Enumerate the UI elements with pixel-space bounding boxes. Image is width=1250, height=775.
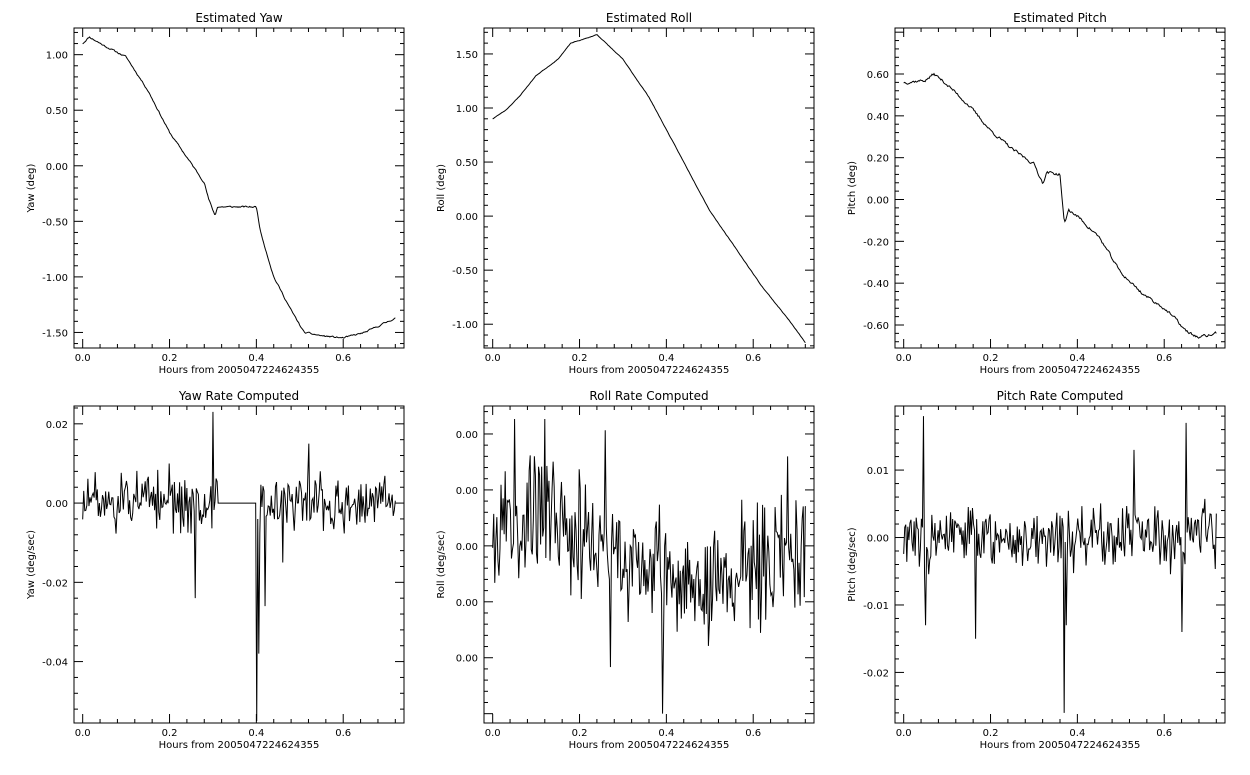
y-tick-label: -1.50 [42,328,68,339]
y-tick-label: 0.00 [456,598,478,609]
x-axis-label: Hours from 2005047224624355 [569,365,730,376]
x-axis-label: Hours from 2005047224624355 [159,740,320,751]
panel-4: 0.0 0.2 0.4 0.6 0.02 0.00 -0.02 -0.04 Yaw Rate C… [26,389,405,751]
y-axis-label: Yaw (deg/sec) [26,530,37,600]
y-tick-label: -0.20 [863,237,889,248]
panel-6: 0.0 0.2 0.4 0.6 0.01 0.00 -0.01 -0.02 Pitch Rate… [847,389,1226,751]
x-tick-label: 0.2 [572,353,588,364]
x-tick-label: 0.0 [75,353,91,364]
y-axis-label: Roll (deg) [436,164,447,212]
series-line [492,34,806,344]
x-tick-label: 0.6 [745,353,761,364]
x-tick-label: 0.0 [75,728,91,739]
y-tick-label: -0.40 [863,279,889,290]
x-tick-label: 0.0 [485,728,501,739]
y-axis-label: Roll (deg/sec) [436,530,447,598]
y-tick-label: 0.00 [46,162,68,173]
y-tick-label: 0.00 [867,196,889,207]
y-tick-label: 1.50 [456,50,478,61]
y-tick-label: -0.60 [863,321,889,332]
x-tick-label: 0.6 [1156,728,1172,739]
x-tick-label: 0.4 [658,353,674,364]
chart-title: Estimated Yaw [195,11,282,25]
x-tick-label: 0.4 [248,353,264,364]
y-tick-label: 1.00 [46,51,68,62]
chart-title: Yaw Rate Computed [178,389,299,403]
panel-1: 0.0 0.2 0.4 0.6 1.00 0.50 0.00 -0.50 -1.00 -1.50 E… [26,11,405,376]
x-tick-label: 0.6 [335,353,351,364]
x-tick-label: 0.4 [1069,353,1085,364]
series-line [82,36,396,339]
x-axis-label: Hours from 2005047224624355 [980,365,1141,376]
plot-frame [483,27,815,349]
y-tick-label: 1.00 [456,104,478,115]
y-axis-label: Pitch (deg/sec) [847,527,858,602]
x-tick-label: 0.4 [1069,728,1085,739]
panel-5: 0.0 0.2 0.4 0.6 0.00 0.00 0.00 0.00 0.00 Roll Rat… [436,389,815,751]
x-axis-label: Hours from 2005047224624355 [159,365,320,376]
y-tick-label: 0.50 [46,106,68,117]
panel-2: 0.0 0.2 0.4 0.6 1.50 1.00 0.50 0.00 -0.50 -1.00 Es… [436,11,815,376]
chart-title: Pitch Rate Computed [997,389,1124,403]
plot-frame [73,405,405,724]
x-tick-label: 0.0 [485,353,501,364]
y-tick-label: -0.04 [42,658,68,669]
x-axis-label: Hours from 2005047224624355 [980,740,1141,751]
y-tick-label: 0.00 [456,212,478,223]
y-tick-label: -0.01 [863,601,889,612]
x-tick-label: 0.6 [745,728,761,739]
y-tick-label: -0.02 [863,668,889,679]
y-tick-label: -1.00 [452,320,478,331]
y-tick-label: 0.00 [46,499,68,510]
y-tick-label: 0.00 [867,534,889,545]
panel-3: 0.0 0.2 0.4 0.6 0.60 0.40 0.20 0.00 -0.20 -0.40 -0… [847,11,1226,376]
chart-title: Estimated Pitch [1013,11,1107,25]
y-tick-label: 0.01 [867,466,889,477]
y-tick-label: -0.50 [452,266,478,277]
y-tick-label: 0.40 [867,112,889,123]
y-axis-label: Pitch (deg) [847,161,858,215]
y-tick-label: 0.00 [456,654,478,665]
y-tick-label: 0.00 [456,430,478,441]
y-tick-label: -1.00 [42,273,68,284]
y-tick-label: 0.00 [456,542,478,553]
y-axis-label: Yaw (deg) [26,163,37,213]
x-tick-label: 0.4 [658,728,674,739]
x-tick-label: 0.2 [983,728,999,739]
x-tick-label: 0.0 [896,728,912,739]
x-tick-label: 0.2 [162,353,178,364]
series-line [492,419,806,714]
x-tick-label: 0.6 [335,728,351,739]
x-tick-label: 0.2 [983,353,999,364]
x-tick-label: 0.2 [572,728,588,739]
chart-title: Roll Rate Computed [589,389,708,403]
plot-frame [73,27,405,349]
series-line [903,72,1217,339]
plot-frame [894,405,1226,724]
y-tick-label: 0.02 [46,420,68,431]
x-axis-label: Hours from 2005047224624355 [569,740,730,751]
x-tick-label: 0.2 [162,728,178,739]
x-tick-label: 0.0 [896,353,912,364]
series-line [82,411,396,722]
y-tick-label: -0.50 [42,217,68,228]
plot-frame [894,27,1226,349]
y-tick-label: 0.00 [456,486,478,497]
chart-title: Estimated Roll [606,11,692,25]
y-tick-label: -0.02 [42,578,68,589]
y-tick-label: 0.50 [456,158,478,169]
series-line [903,416,1217,713]
y-tick-label: 0.20 [867,154,889,165]
y-tick-label: 0.60 [867,70,889,81]
x-tick-label: 0.6 [1156,353,1172,364]
x-tick-label: 0.4 [248,728,264,739]
